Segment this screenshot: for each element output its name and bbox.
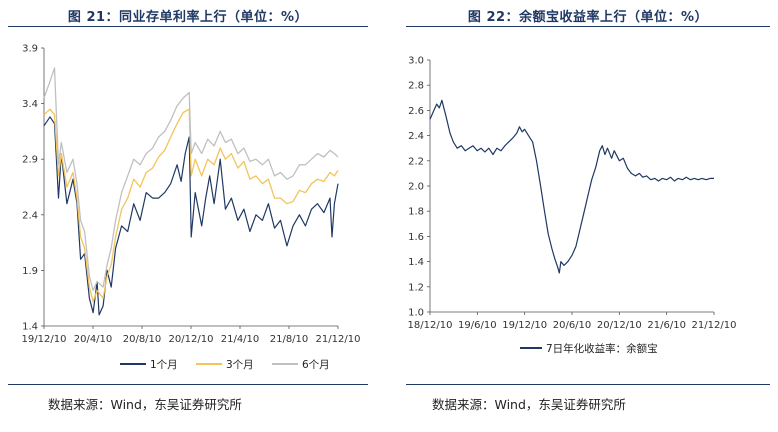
y-tick-label: 1.2 [408,282,424,293]
y-tick-label: 1.4 [408,257,424,268]
y-tick-label: 2.9 [22,155,38,166]
source-rule-right [406,384,770,385]
x-tick-label: 19/12/10 [22,334,67,345]
y-tick-label: 1.0 [408,308,424,319]
y-tick-label: 3.9 [22,44,38,55]
y-tick-label: 2.4 [22,210,38,221]
source-rule-left [8,384,368,385]
x-tick-label: 20/12/10 [169,334,214,345]
legend-label: 6个月 [302,359,330,371]
y-tick-label: 2.2 [408,156,424,167]
y-tick-label: 2.4 [408,131,424,142]
y-tick-label: 1.6 [408,232,424,243]
chart-title-right: 图 22：余额宝收益率上行（单位：%） [467,10,709,25]
y-tick-label: 1.9 [22,266,38,277]
chart-title-left: 图 21：同业存单利率上行（单位：%） [67,10,309,25]
y-tick-label: 2.8 [408,81,424,92]
x-tick-label: 18/12/10 [408,320,453,331]
legend-label: 7日年化收益率：余额宝 [546,342,658,355]
x-tick-label: 20/8/10 [123,334,162,345]
legend-label: 3个月 [226,359,254,371]
y-tick-label: 1.4 [22,322,38,333]
series-line-1 [43,108,339,303]
x-tick-label: 20/12/10 [597,320,642,331]
y-tick-label: 2.6 [408,106,424,117]
x-tick-label: 19/6/10 [458,320,497,331]
series-line-0 [429,99,714,274]
title-rule-right [406,26,770,27]
chart-panel-right: 图 22：余额宝收益率上行（单位：%） 1.0 1.2 1.4 1.6 1.8 2.0 2.… [398,0,778,432]
x-tick-label: 20/4/10 [74,334,113,345]
series-line-0 [43,116,339,316]
source-note-left: 数据来源：Wind，东吴证券研究所 [48,397,242,412]
source-note-right: 数据来源：Wind，东吴证券研究所 [432,397,626,412]
x-tick-label: 21/12/10 [316,334,361,345]
x-tick-label: 21/4/10 [221,334,260,345]
y-tick-label: 3.4 [22,99,38,110]
title-rule-left [8,26,368,27]
x-tick-label: 21/12/10 [692,320,737,331]
y-tick-label: 1.8 [408,207,424,218]
x-tick-label: 20/6/10 [553,320,592,331]
chart-panel-left: 图 21：同业存单利率上行（单位：%） 1.4 1.9 2.4 2.9 3.4 3.9 19… [0,0,376,432]
y-tick-label: 2.0 [408,182,424,193]
x-tick-label: 21/8/10 [270,334,309,345]
y-tick-label: 3.0 [408,56,424,67]
x-tick-label: 21/6/10 [647,320,686,331]
chart-right: 1.0 1.2 1.4 1.6 1.8 2.0 2.2 2.4 2.6 2.8 3.0 18/12/1… [408,56,737,356]
chart-left: 1.4 1.9 2.4 2.9 3.4 3.9 19/12/10 20/4/10 20/8/10… [22,44,361,372]
series-line-2 [43,67,339,292]
x-tick-label: 19/12/10 [502,320,547,331]
legend-label: 1个月 [150,359,178,371]
